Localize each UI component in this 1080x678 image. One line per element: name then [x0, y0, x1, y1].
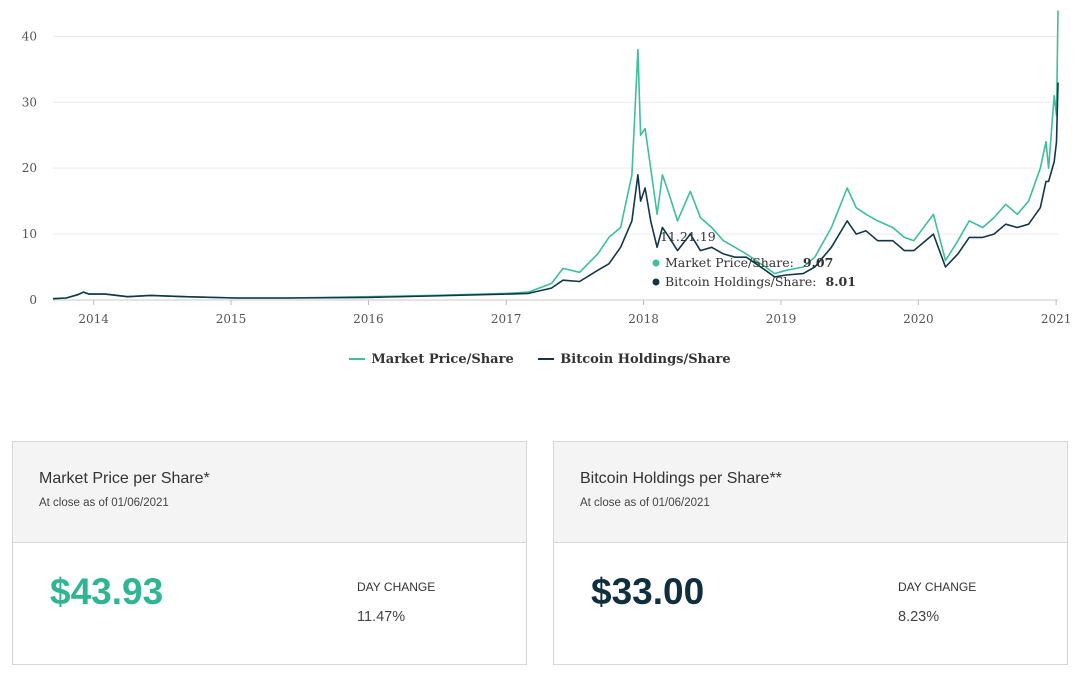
bitcoin-holdings-card: Bitcoin Holdings per Share** At close as… [553, 441, 1068, 665]
tooltip-market-price-value: 9.07 [803, 255, 833, 270]
legend-swatch-bitcoin-holdings [538, 357, 555, 360]
series-line-bitcoin-holdings [52, 82, 1059, 300]
chart-tooltip: 11.21.19 Market Price/Share: 9.07 Bitcoi… [652, 229, 856, 289]
tooltip-bitcoin-holdings-label: Bitcoin Holdings/Share: [665, 274, 817, 289]
market-price-card-body: $43.93 DAY CHANGE 11.47% [13, 543, 526, 665]
tooltip-marker-market-price [652, 259, 660, 267]
tooltip-market-price: Market Price/Share: 9.07 [665, 255, 833, 270]
series-line-market-price [52, 10, 1059, 300]
x-tick-label: 2015 [216, 312, 247, 326]
legend-label-market-price: Market Price/Share [371, 352, 514, 367]
y-axis-ticks: 0 10 20 30 40 [22, 29, 37, 307]
x-tick-label: 2019 [766, 312, 797, 326]
market-price-value: $43.93 [50, 571, 164, 612]
y-tick-label: 10 [22, 227, 37, 241]
bitcoin-holdings-value: $33.00 [591, 571, 705, 612]
x-tick-label: 2020 [903, 312, 934, 326]
bitcoin-day-change-value: 8.23% [898, 609, 940, 625]
market-day-change-label: DAY CHANGE [357, 580, 436, 594]
chart-gridlines [53, 35, 1058, 301]
market-price-card-title: Market Price per Share* [39, 470, 210, 487]
x-axis-ticks: 2014 2015 2016 2017 2018 2019 2020 2021 [78, 300, 1071, 326]
y-tick-label: 20 [22, 161, 37, 175]
market-day-change-value: 11.47% [357, 609, 406, 625]
chart-legend: Market Price/Share Bitcoin Holdings/Shar… [0, 352, 1080, 367]
x-tick-label: 2018 [628, 312, 659, 326]
tooltip-date: 11.21.19 [660, 229, 716, 244]
market-price-card-header: Market Price per Share* At close as of 0… [13, 442, 526, 543]
legend-swatch-market-price [349, 357, 366, 360]
legend-item-bitcoin-holdings[interactable]: Bitcoin Holdings/Share [538, 352, 731, 367]
market-price-card-subtitle: At close as of 01/06/2021 [39, 497, 169, 509]
tooltip-market-price-label: Market Price/Share: [665, 255, 794, 270]
legend-item-market-price[interactable]: Market Price/Share [349, 352, 514, 367]
tooltip-bitcoin-holdings-value: 8.01 [826, 274, 856, 289]
tooltip-bitcoin-holdings: Bitcoin Holdings/Share: 8.01 [665, 274, 856, 289]
bitcoin-holdings-card-title: Bitcoin Holdings per Share** [580, 470, 782, 487]
tooltip-marker-bitcoin-holdings [652, 278, 660, 286]
legend-label-bitcoin-holdings: Bitcoin Holdings/Share [560, 352, 731, 367]
y-tick-label: 30 [22, 95, 37, 109]
y-tick-label: 40 [22, 29, 37, 43]
x-tick-label: 2014 [78, 312, 109, 326]
market-price-card: Market Price per Share* At close as of 0… [12, 441, 527, 665]
x-tick-label: 2017 [491, 312, 522, 326]
x-tick-label: 2016 [353, 312, 384, 326]
bitcoin-holdings-card-header: Bitcoin Holdings per Share** At close as… [554, 442, 1067, 543]
chart-series [52, 10, 1059, 300]
bitcoin-holdings-card-subtitle: At close as of 01/06/2021 [580, 497, 710, 509]
bitcoin-day-change-label: DAY CHANGE [898, 580, 977, 594]
x-tick-label: 2021 [1041, 312, 1072, 326]
bitcoin-holdings-card-body: $33.00 DAY CHANGE 8.23% [554, 543, 1067, 665]
y-tick-label: 0 [29, 293, 37, 307]
